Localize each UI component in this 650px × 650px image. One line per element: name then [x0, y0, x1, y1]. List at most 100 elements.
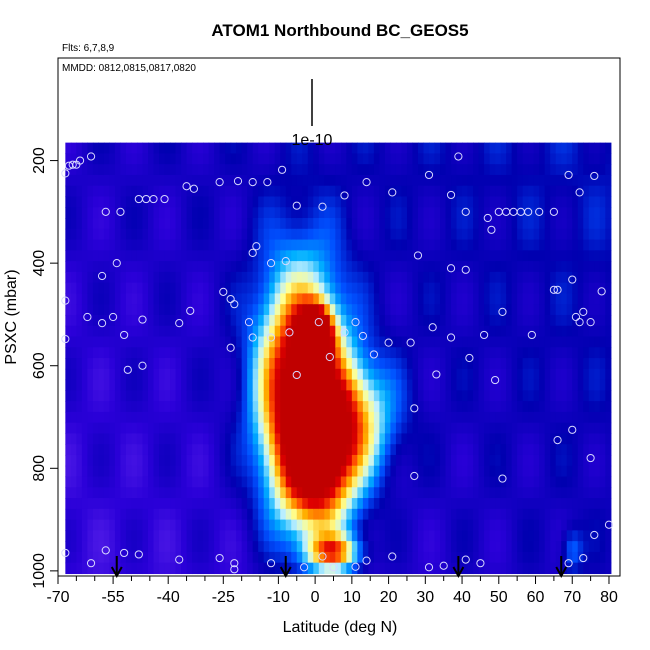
field-cell-72 [70, 487, 77, 499]
field-cell-866 [181, 422, 188, 435]
field-cell-920 [192, 142, 199, 154]
field-cell-3593 [555, 498, 562, 510]
field-cell-3037 [478, 541, 485, 553]
field-cell-1208 [230, 228, 237, 241]
field-cell-1431 [258, 476, 265, 488]
field-cell-540 [136, 358, 144, 370]
field-cell-3288 [517, 228, 524, 241]
sample-point-78 [491, 375, 500, 385]
field-cell-705 [159, 411, 166, 424]
field-cell-341 [109, 368, 116, 381]
field-cell-2855 [456, 304, 463, 316]
field-cell-506 [131, 422, 138, 435]
field-cell-465 [125, 411, 133, 424]
field-cell-93 [76, 282, 83, 295]
field-cell-33 [65, 498, 72, 510]
field-cell-3598 [555, 551, 562, 564]
field-cell-3622 [561, 379, 568, 391]
field-cell-1293 [241, 282, 248, 295]
field-cell-77 [70, 541, 77, 553]
field-cell-1694 [296, 293, 303, 305]
field-cell-2777 [445, 325, 452, 338]
field-cell-1073 [208, 498, 215, 510]
field-cell-122 [81, 164, 88, 176]
field-cell-3303 [517, 390, 524, 402]
field-cell-2613 [423, 282, 430, 295]
field-cell-1999 [335, 562, 342, 575]
field-cell-2151 [357, 476, 364, 488]
field-cell-2965 [473, 196, 480, 208]
field-cell-385 [114, 411, 122, 424]
field-cell-2663 [428, 390, 436, 402]
field-cell-2858 [456, 336, 463, 348]
field-cell-609 [147, 239, 155, 251]
sample-point-19 [292, 201, 301, 210]
field-cell-1925 [329, 196, 336, 208]
field-cell-1038 [203, 551, 210, 564]
field-cell-2127 [357, 218, 364, 230]
field-cell-2104 [351, 401, 358, 413]
field-cell-3881 [599, 153, 606, 165]
field-cell-3267 [511, 433, 518, 445]
y-axis-label: PSXC (mbar) [3, 269, 20, 364]
field-cell-1223 [230, 390, 237, 402]
field-cell-3485 [544, 196, 551, 208]
field-cell-1296 [241, 314, 248, 327]
field-cell-1508 [269, 444, 276, 456]
field-cell-2935 [467, 304, 474, 316]
field-cell-3636 [561, 530, 568, 542]
field-cell-3271 [511, 476, 518, 488]
field-cell-270 [98, 465, 105, 478]
field-cell-2893 [462, 282, 469, 295]
field-cell-2271 [373, 476, 381, 488]
field-cell-3488 [544, 228, 551, 241]
field-cell-2684 [434, 185, 441, 198]
field-cell-530 [136, 250, 144, 262]
field-cell-1953 [329, 498, 336, 510]
sample-point-40 [248, 248, 257, 257]
field-cell-1664 [291, 401, 298, 413]
field-cell-3253 [511, 282, 518, 295]
field-cell-2599 [417, 562, 425, 575]
field-cell-97 [76, 325, 83, 338]
field-cell-3354 [522, 508, 529, 521]
field-cell-1272 [236, 487, 243, 499]
field-cell-1393 [252, 498, 259, 510]
field-cell-1194 [225, 508, 232, 521]
field-cell-3342 [522, 379, 529, 391]
field-cell-3724 [577, 185, 584, 198]
field-cell-784 [170, 401, 177, 413]
field-cell-2041 [346, 153, 353, 165]
sample-point-25 [446, 190, 456, 200]
field-cell-3592 [555, 487, 562, 499]
field-cell-909 [186, 454, 193, 467]
field-cell-2764 [445, 185, 452, 198]
field-cell-355 [109, 519, 116, 531]
field-cell-3252 [511, 271, 518, 284]
field-cell-3477 [539, 541, 546, 553]
field-cell-1083 [214, 174, 221, 187]
field-cell-3727 [577, 218, 584, 230]
field-cell-30 [65, 465, 72, 478]
field-cell-1453 [263, 282, 270, 295]
field-cell-3531 [550, 261, 557, 273]
field-cell-804 [175, 185, 182, 198]
field-cell-2218 [368, 336, 375, 348]
field-cell-1394 [252, 508, 259, 521]
field-cell-3719 [572, 562, 579, 575]
field-cell-3522 [550, 164, 557, 176]
field-cell-890 [186, 250, 193, 262]
field-cell-1646 [291, 207, 298, 219]
field-cell-329 [109, 239, 116, 251]
field-cell-1227 [230, 433, 237, 445]
field-cell-1122 [219, 164, 226, 176]
field-cell-2268 [373, 444, 381, 456]
field-cell-2422 [395, 379, 403, 391]
field-cell-3452 [539, 271, 546, 284]
field-cell-89 [76, 239, 83, 251]
field-cell-742 [164, 379, 171, 391]
field-cell-2465 [401, 411, 408, 424]
field-cell-310 [103, 465, 111, 478]
field-cell-2308 [379, 444, 386, 456]
field-cell-125 [81, 196, 88, 208]
